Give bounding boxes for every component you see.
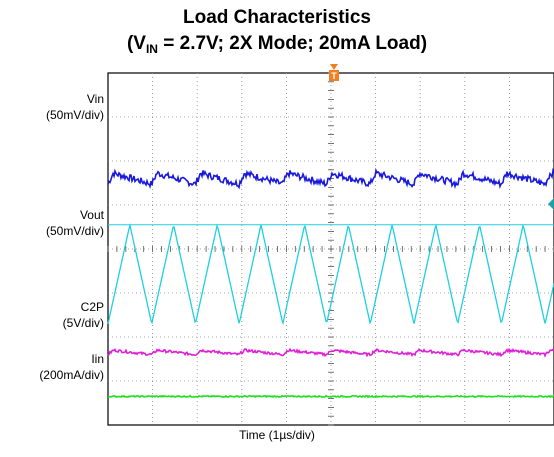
vout-level-marker-icon [548, 198, 554, 210]
chart-subtitle: (VIN = 2.7V; 2X Mode; 20mA Load) [0, 33, 554, 60]
channel-name-iin: Iin [91, 352, 104, 366]
channel-scale-vout: (50mV/div) [45, 224, 104, 238]
channel-label-iin: Iin (200mA/div) [39, 351, 104, 383]
channel-name-vout: Vout [79, 208, 104, 222]
channel-name-vin: Vin [86, 92, 104, 106]
trigger-arrow-icon [330, 64, 338, 70]
trigger-marker: T [329, 64, 339, 81]
trace-c2p [107, 347, 554, 358]
channel-scale-iin: (200mA/div) [39, 368, 104, 382]
trigger-badge [329, 70, 339, 81]
trace-vin [107, 167, 554, 190]
trace-iin [107, 394, 554, 399]
channel-label-vout: Vout (50mV/div) [46, 207, 104, 239]
trace-vout [107, 222, 554, 326]
x-axis-label: Time (1µs/div) [239, 428, 315, 442]
channel-name-c2p: C2P [80, 300, 104, 314]
chart-title: Load Characteristics [183, 7, 371, 28]
grid [107, 72, 554, 426]
channel-label-c2p: C2P (5V/div) [63, 299, 104, 331]
subtitle-rest: = 2.7V; 2X Mode; 20mA Load) [157, 33, 428, 54]
channel-label-vin: Vin (50mV/div) [46, 91, 104, 123]
trigger-label: T [331, 71, 337, 81]
channel-scale-c2p: (5V/div) [62, 316, 104, 330]
subtitle-prefix: (V [126, 33, 146, 54]
subtitle-subscript: IN [145, 42, 158, 56]
channel-scale-vin: (50mV/div) [45, 108, 104, 122]
traces [107, 167, 554, 399]
